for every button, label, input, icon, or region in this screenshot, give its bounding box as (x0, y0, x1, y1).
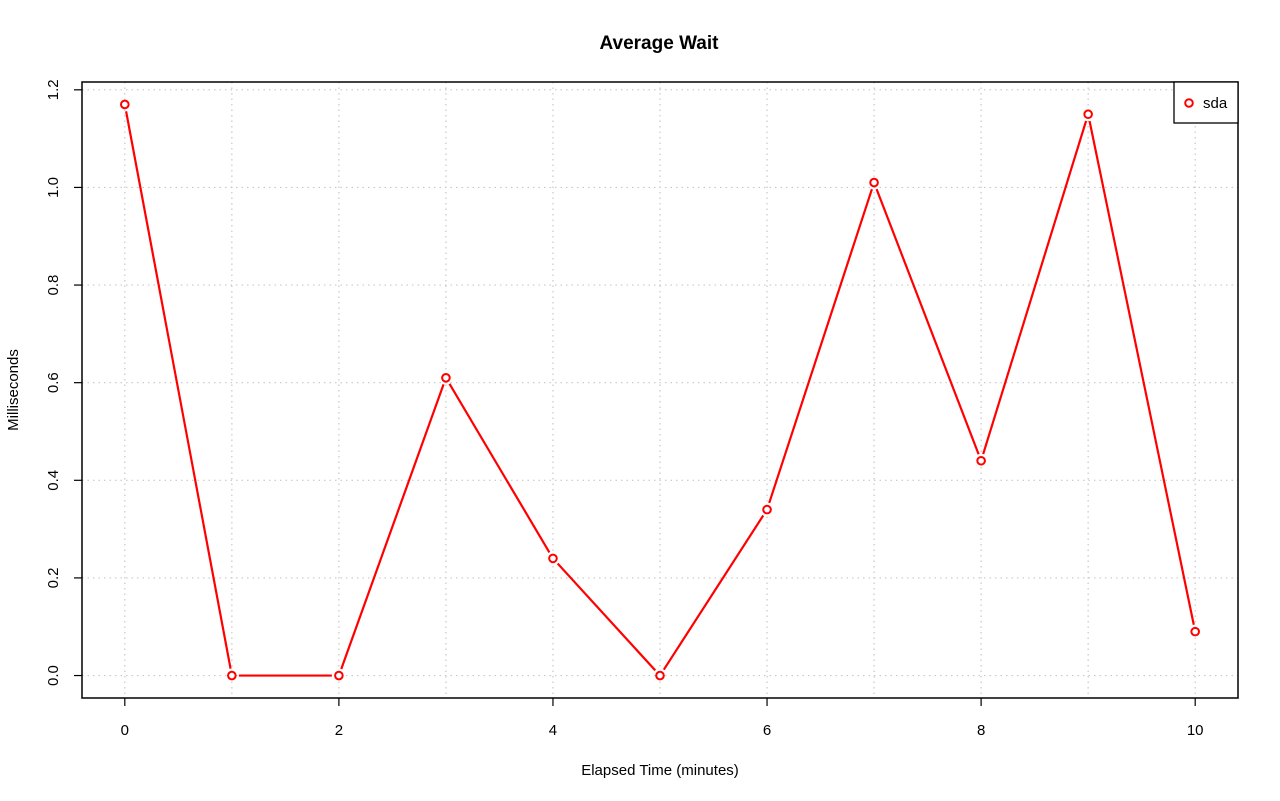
x-tick-label: 2 (335, 722, 343, 739)
y-tick-label: 0.0 (45, 665, 62, 686)
grid (82, 82, 1238, 698)
series-line-segment (1088, 120, 1195, 625)
x-axis-label: Elapsed Time (minutes) (581, 762, 739, 779)
legend-label: sda (1203, 95, 1228, 112)
series-line-segment (982, 120, 1088, 455)
data-point (548, 553, 558, 564)
y-tick-label: 0.4 (45, 470, 62, 491)
series-line-segment (875, 188, 980, 455)
data-point (655, 670, 665, 681)
x-tick-label: 6 (763, 722, 771, 739)
y-tick-label: 0.6 (45, 372, 62, 393)
series-line-segment (556, 562, 657, 672)
data-point (227, 670, 237, 681)
x-axis: 0 2 4 6 8 10 (121, 697, 1204, 739)
series-line-segment (448, 383, 551, 553)
y-tick-label: 0.2 (45, 567, 62, 588)
y-tick-label: 0.8 (45, 275, 62, 296)
series-line-segment (125, 111, 232, 669)
chart-title: Average Wait (600, 33, 720, 54)
data-point (976, 455, 986, 466)
y-tick-label: 1.2 (45, 79, 62, 100)
data-point (441, 372, 451, 383)
series-layer (120, 99, 1200, 681)
data-point (120, 99, 130, 110)
series-line-segment (768, 188, 873, 504)
data-point (334, 670, 344, 681)
data-point (869, 177, 879, 188)
x-tick-label: 10 (1187, 722, 1204, 739)
data-point (1190, 626, 1200, 637)
y-tick-label: 1.0 (45, 177, 62, 198)
legend: sda (1173, 81, 1239, 124)
legend-marker (1184, 98, 1194, 108)
x-tick-label: 0 (121, 722, 129, 739)
data-point (1083, 109, 1093, 120)
series-line-segment (340, 384, 445, 670)
y-axis-label: Milliseconds (5, 349, 22, 431)
x-tick-label: 8 (977, 722, 985, 739)
series-line-segment (662, 514, 765, 671)
x-tick-label: 4 (549, 722, 557, 739)
y-axis: 0.0 0.2 0.4 0.6 0.8 1.0 1.2 (45, 79, 83, 686)
data-point (762, 504, 772, 515)
